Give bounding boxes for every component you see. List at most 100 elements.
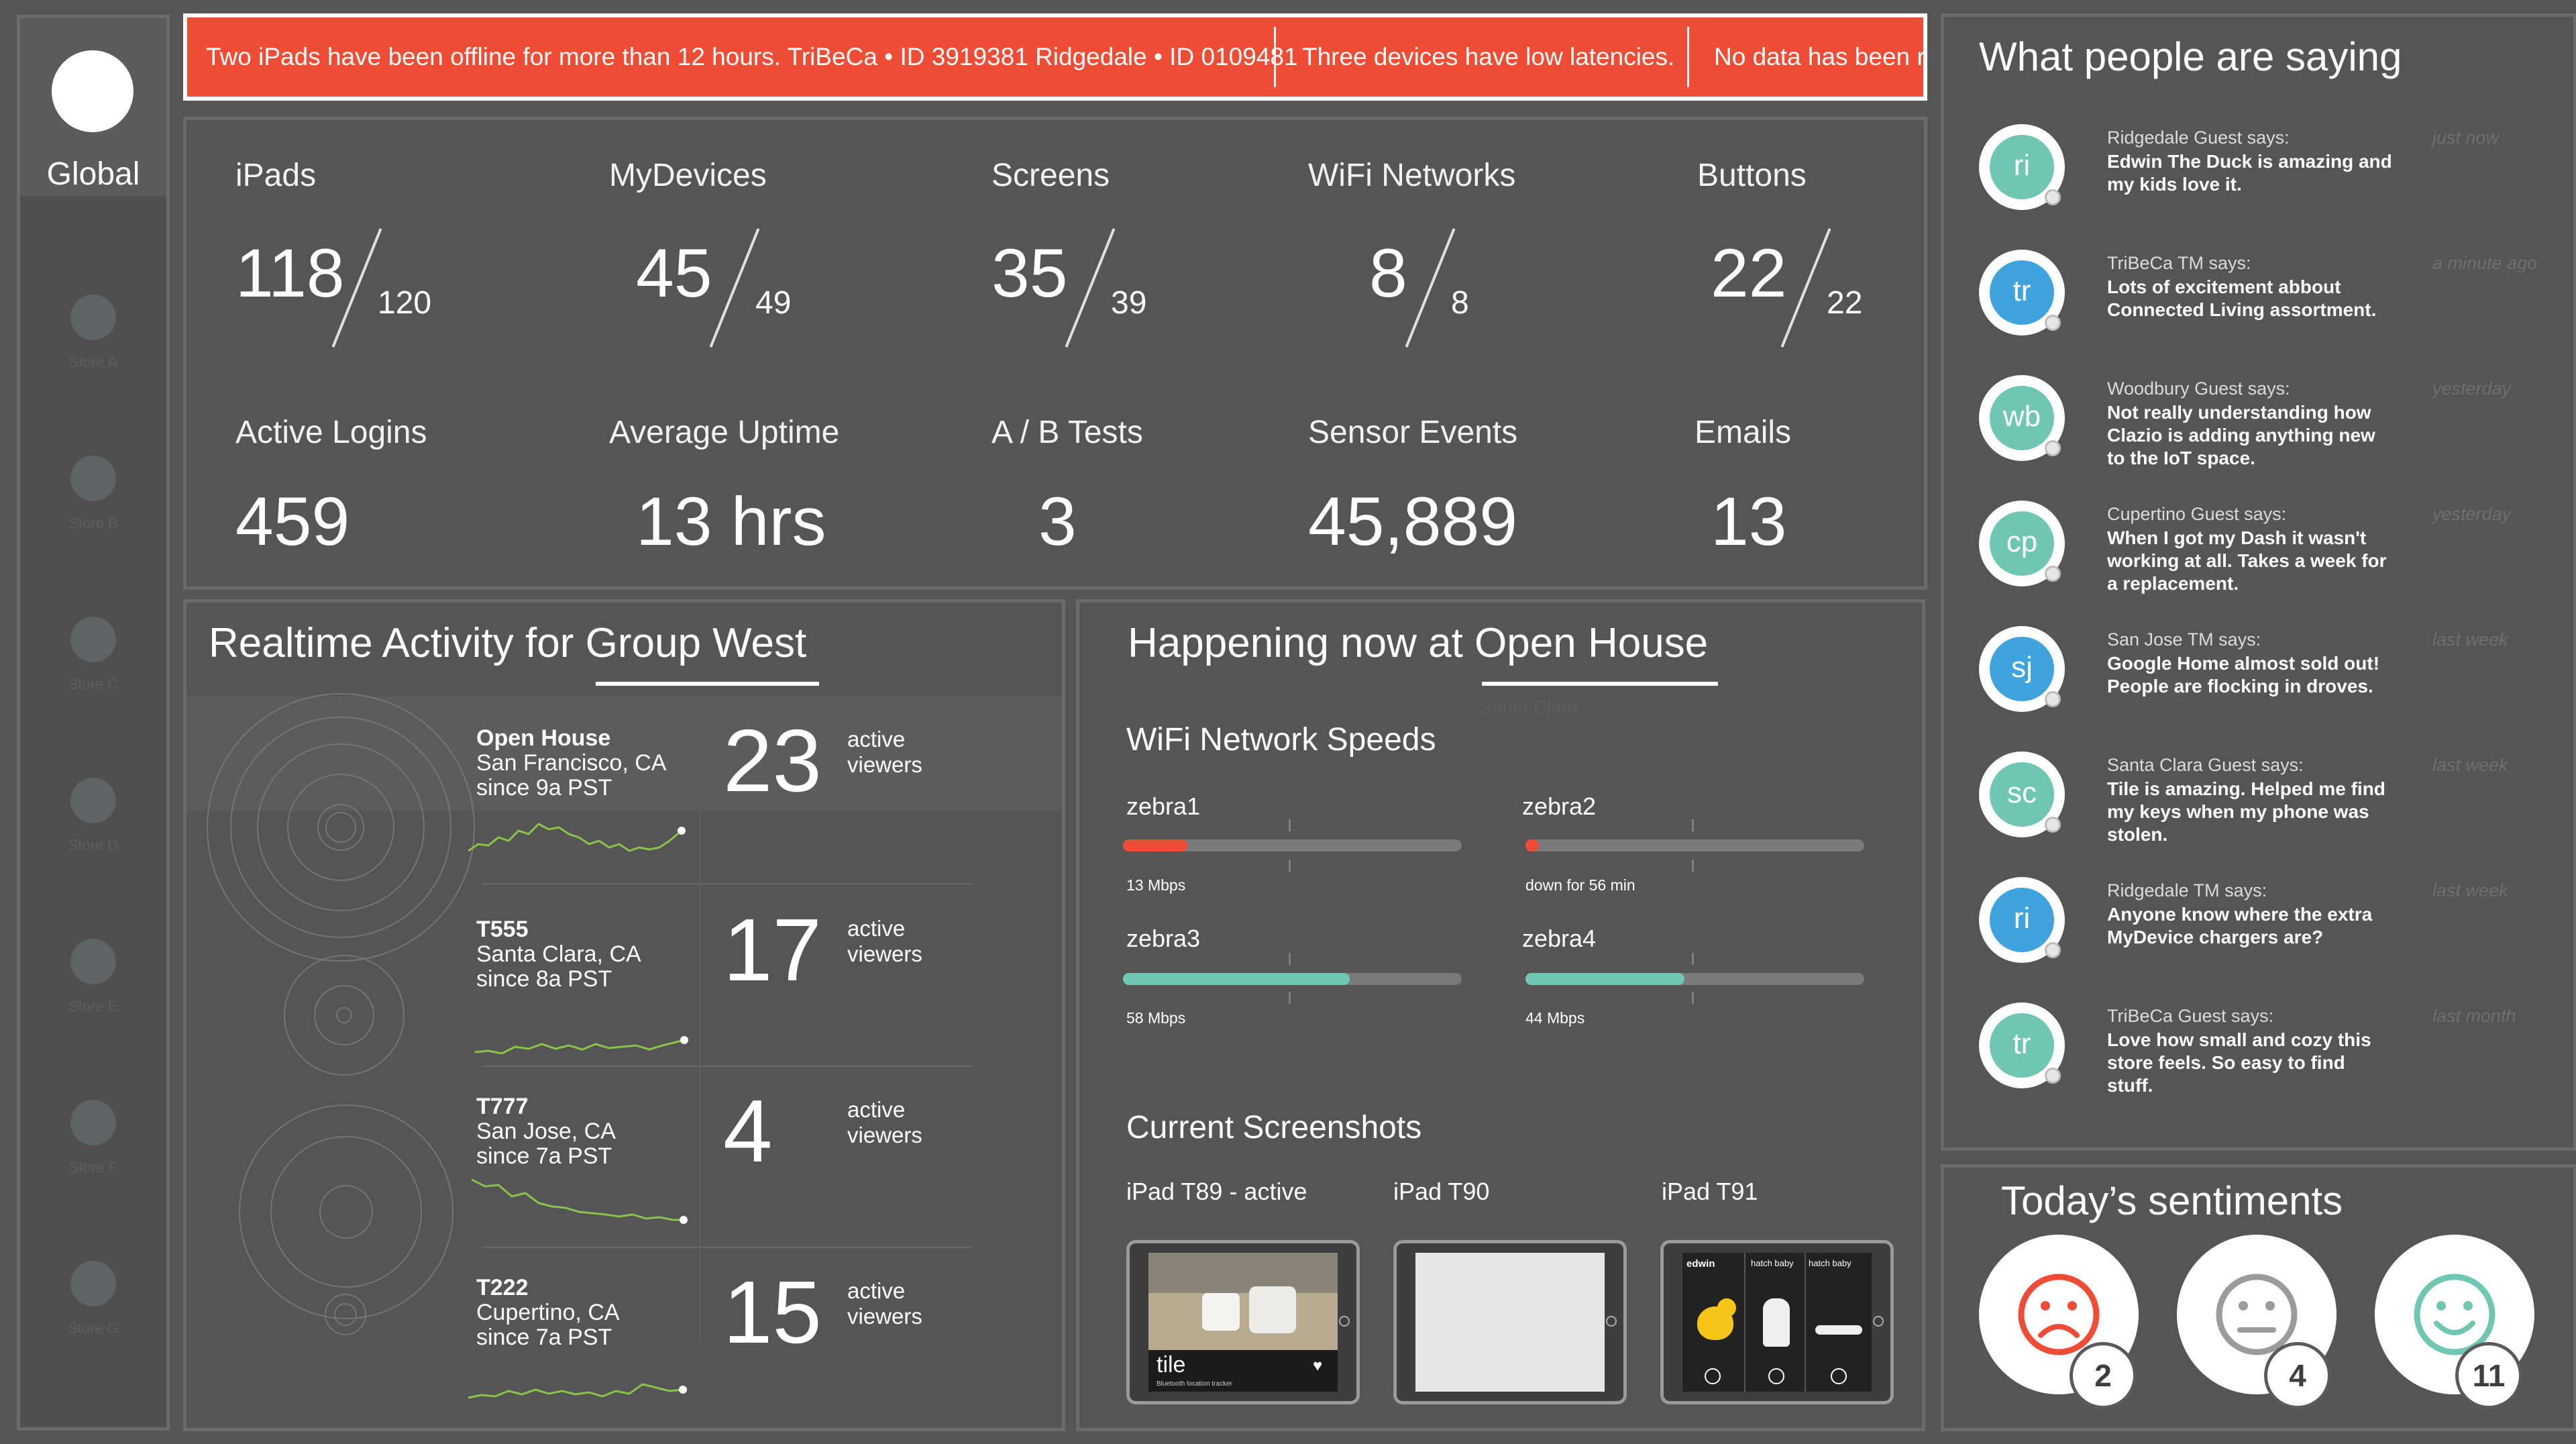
sidebar-item-store-f[interactable]: Store F <box>20 1100 166 1221</box>
bar-tick <box>1289 992 1291 1004</box>
activity-sparkline <box>472 1178 688 1224</box>
ipad-screenshot-t89[interactable]: tile Bluetooth location tracker ♥ <box>1126 1240 1360 1404</box>
comment-text: Not really understanding how Clazio is a… <box>2107 402 2375 468</box>
comment-author: Santa Clara Guest says: <box>2107 755 2304 775</box>
comment-item[interactable]: tr TriBeCa TM says: a minute ago Lots of ex… <box>1944 250 2573 375</box>
comment-item[interactable]: sc Santa Clara Guest says: last week Tile i… <box>1944 752 2573 877</box>
alert-ticker[interactable]: Two iPads have been offline for more tha… <box>183 13 1927 101</box>
avatar-initials: sc <box>1990 762 2054 827</box>
sidebar-item-label: Store D <box>68 837 119 854</box>
comment-item[interactable]: tr TriBeCa Guest says: last month Love how … <box>1944 1002 2573 1128</box>
sentiment-sad[interactable]: 2 <box>1979 1235 2139 1409</box>
status-dot-icon <box>2045 566 2061 582</box>
store-location: Santa Clara, CA <box>476 941 641 967</box>
network-speed-bar <box>1123 973 1462 985</box>
avatar-initials: ri <box>1990 135 2054 199</box>
sentiment-happy[interactable]: 11 <box>2375 1235 2534 1409</box>
list-item[interactable]: T777 San Jose, CA since 7a PST 4 active … <box>186 1066 1062 1319</box>
viewers-label: active viewers <box>847 1278 922 1329</box>
stat-label-ipads: iPads <box>235 158 317 193</box>
sentiments-title: Today’s sentiments <box>2001 1178 2343 1223</box>
ipad-screenshot-t91[interactable]: edwin hatch baby hatch baby <box>1660 1240 1894 1404</box>
activity-ring <box>230 717 451 938</box>
store-selector[interactable]: Open House <box>1474 620 1709 666</box>
panel-divider <box>1744 1253 1746 1392</box>
network-speed-bar <box>1123 839 1462 852</box>
comment-author: Ridgedale Guest says: <box>2107 127 2290 148</box>
store-icon <box>70 939 116 984</box>
activity-ring <box>334 1303 357 1326</box>
status-dot-icon <box>2045 440 2061 456</box>
comments-panel: What people are saying ri Ridgedale Guest… <box>1941 13 2576 1151</box>
bar-tick <box>1289 953 1291 965</box>
comment-text: Edwin The Duck is amazing and my kids lo… <box>2107 151 2392 195</box>
status-dot-icon <box>2045 691 2061 707</box>
comment-item[interactable]: ri Ridgedale TM says: last week Anyone know… <box>1944 877 2573 1002</box>
viewers-label: active viewers <box>847 1097 922 1147</box>
stat-label-emails: Emails <box>1695 415 1792 450</box>
sidebar-item-store-e[interactable]: Store E <box>20 939 166 1060</box>
avatar: cp <box>1979 501 2065 586</box>
bar-tick <box>1289 819 1291 831</box>
comment-item[interactable]: sj San Jose TM says: last week Google Home … <box>1944 626 2573 752</box>
avatar: tr <box>1979 1002 2065 1088</box>
sidebar-item-label: Store C <box>68 676 119 692</box>
sentiment-neutral[interactable]: 4 <box>2177 1235 2337 1409</box>
sentiment-count: 2 <box>2070 1342 2137 1409</box>
comment-text: When I got my Dash it wasn't working at … <box>2107 527 2387 594</box>
list-item[interactable]: T222 Cupertino, CA since 7a PST 15 activ… <box>186 1247 1062 1428</box>
sidebar-item-store-a[interactable]: Store A <box>20 295 166 415</box>
network-name: zebra4 <box>1522 925 1597 952</box>
activity-ring <box>270 1136 422 1288</box>
store-since: since 7a PST <box>476 1143 612 1169</box>
activity-ring <box>317 804 364 851</box>
avatar: tr <box>1979 250 2065 336</box>
comment-time: yesterday <box>2432 504 2512 524</box>
sidebar-item-global[interactable]: Global <box>20 18 166 196</box>
stat-value-abtests: 3 <box>1038 483 1077 560</box>
stat-divider <box>1405 228 1456 348</box>
sentiment-count: 4 <box>2264 1342 2331 1409</box>
sidebar-item-store-g[interactable]: Store G <box>20 1261 166 1382</box>
activity-ring <box>284 955 405 1076</box>
caption-bar <box>1148 1350 1338 1392</box>
alert-divider <box>1687 27 1689 87</box>
network-status: down for 56 min <box>1525 876 1635 894</box>
stat-total-buttons: 22 <box>1827 285 1863 321</box>
screenshot-label: iPad T91 <box>1662 1178 1758 1205</box>
list-item[interactable]: Open House San Francisco, CA since 9a PS… <box>186 693 1062 962</box>
list-item[interactable]: T555 Santa Clara, CA since 8a PST 17 act… <box>186 884 1062 1076</box>
store-name: T555 <box>476 917 529 942</box>
activity-ring <box>257 743 425 911</box>
viewer-count: 4 <box>723 1082 773 1180</box>
store-since: since 7a PST <box>476 1325 612 1350</box>
alert-message: Two iPads have been offline for more tha… <box>206 43 1298 70</box>
sidebar-item-store-d[interactable]: Store D <box>20 778 166 898</box>
avatar-initials: ri <box>1990 888 2054 952</box>
stat-value-screens: 35 <box>991 235 1068 311</box>
comment-item[interactable]: ri Ridgedale Guest says: just now Edwin The… <box>1944 124 2573 250</box>
comment-author: Woodbury Guest says: <box>2107 378 2290 399</box>
network-status: 44 Mbps <box>1525 1009 1585 1027</box>
viewers-label: active viewers <box>847 727 922 777</box>
comment-author: San Jose TM says: <box>2107 629 2261 650</box>
photo-table <box>1148 1293 1338 1350</box>
group-selector[interactable]: Group West <box>585 620 807 666</box>
activity-ring <box>336 1007 352 1023</box>
bar-tick <box>1692 992 1694 1004</box>
ipad-screenshot-t90[interactable] <box>1393 1240 1627 1404</box>
activity-sparkline <box>468 1383 687 1399</box>
brand-label: edwin <box>1686 1258 1715 1270</box>
sad-face-icon <box>2018 1274 2100 1355</box>
home-button-icon <box>1606 1316 1617 1327</box>
status-dot-icon <box>2045 1068 2061 1084</box>
comment-author: Ridgedale TM says: <box>2107 880 2267 900</box>
sidebar-item-store-b[interactable]: Store B <box>20 456 166 576</box>
happening-now-panel: Happening now at Open House Santa Clara … <box>1076 599 1925 1431</box>
comment-item[interactable]: cp Cupertino Guest says: yesterday When I g… <box>1944 501 2573 626</box>
stat-value-ipads: 118 <box>235 235 345 311</box>
activity-sparkline <box>475 1036 688 1055</box>
comment-author: TriBeCa TM says: <box>2107 253 2251 273</box>
comment-item[interactable]: wb Woodbury Guest says: yesterday Not reall… <box>1944 375 2573 501</box>
sidebar-item-store-c[interactable]: Store C <box>20 617 166 737</box>
